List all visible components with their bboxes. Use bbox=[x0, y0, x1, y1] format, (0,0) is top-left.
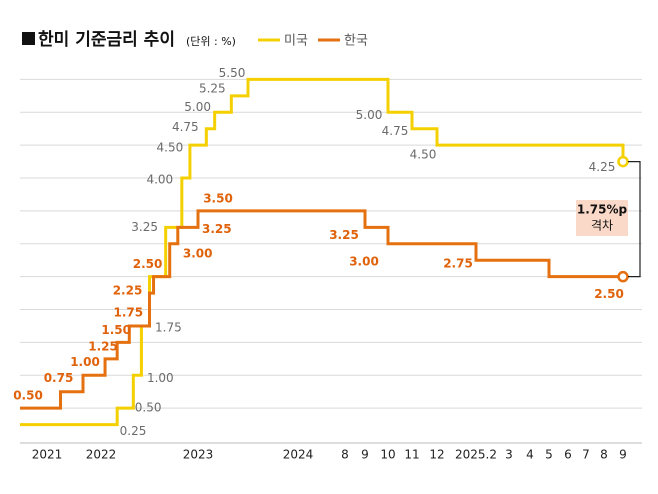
x-tick-label: 7 bbox=[582, 448, 590, 462]
value-label: 3.25 bbox=[131, 220, 158, 234]
value-label: 3.50 bbox=[203, 191, 233, 205]
x-tick-label: 8 bbox=[341, 448, 349, 462]
value-label: 0.25 bbox=[120, 424, 147, 438]
gap-sublabel: 격차 bbox=[591, 219, 613, 233]
step-line bbox=[20, 209, 623, 410]
unit-label: (단위 : %) bbox=[186, 35, 236, 48]
value-label: 2.25 bbox=[113, 284, 143, 298]
value-label: 0.50 bbox=[13, 389, 43, 403]
value-label: 3.25 bbox=[202, 222, 232, 236]
value-label: 1.00 bbox=[147, 371, 174, 385]
chart-title: 한미 기준금리 추이 bbox=[38, 30, 175, 50]
value-label: 1.00 bbox=[70, 355, 100, 369]
x-tick-label: 2025.2 bbox=[455, 448, 497, 462]
x-tick-label: 11 bbox=[404, 448, 419, 462]
x-tick-label: 5 bbox=[545, 448, 553, 462]
title-bullet bbox=[22, 32, 35, 45]
value-label: 3.00 bbox=[349, 254, 379, 268]
x-tick-label: 2022 bbox=[86, 448, 117, 462]
value-label: 4.50 bbox=[157, 141, 184, 155]
x-tick-label: 9 bbox=[619, 448, 627, 462]
end-marker bbox=[617, 270, 629, 283]
gap-label: 1.75%p bbox=[577, 203, 628, 217]
x-tick-label: 3 bbox=[505, 448, 513, 462]
value-label: 4.00 bbox=[146, 173, 173, 187]
value-label: 1.75 bbox=[155, 320, 182, 334]
value-label: 2.50 bbox=[133, 257, 163, 271]
x-tick-label: 6 bbox=[564, 448, 572, 462]
x-tick-label: 2024 bbox=[283, 448, 314, 462]
value-label: 4.75 bbox=[172, 120, 199, 134]
x-tick-label: 12 bbox=[429, 448, 444, 462]
value-label: 1.75 bbox=[113, 305, 143, 319]
value-label: 4.75 bbox=[382, 124, 409, 138]
end-marker bbox=[617, 155, 629, 168]
step-line bbox=[20, 77, 625, 427]
legend-label: 미국 bbox=[284, 34, 308, 49]
value-label: 1.25 bbox=[88, 339, 118, 353]
value-label: 3.00 bbox=[183, 246, 213, 260]
gap-bracket bbox=[628, 161, 641, 278]
legend-label: 한국 bbox=[344, 34, 368, 49]
value-label: 4.50 bbox=[410, 148, 437, 162]
gap-box bbox=[576, 200, 628, 236]
value-label: 0.75 bbox=[44, 371, 74, 385]
value-label: 5.00 bbox=[184, 100, 211, 114]
x-tick-label: 9 bbox=[361, 448, 369, 462]
value-label: 5.50 bbox=[219, 66, 246, 80]
value-label: 4.25 bbox=[589, 160, 616, 174]
x-tick-label: 4 bbox=[526, 448, 534, 462]
x-tick-label: 2023 bbox=[183, 448, 214, 462]
value-label: 3.25 bbox=[329, 228, 359, 242]
x-tick-label: 8 bbox=[600, 448, 608, 462]
value-label: 5.00 bbox=[356, 108, 383, 122]
value-label: 2.50 bbox=[594, 287, 624, 301]
value-label: 1.50 bbox=[101, 323, 131, 337]
value-label: 0.50 bbox=[135, 401, 162, 415]
value-label: 2.75 bbox=[443, 257, 473, 271]
x-tick-label: 10 bbox=[380, 448, 395, 462]
x-tick-label: 2021 bbox=[32, 448, 63, 462]
value-label: 5.25 bbox=[199, 81, 226, 95]
